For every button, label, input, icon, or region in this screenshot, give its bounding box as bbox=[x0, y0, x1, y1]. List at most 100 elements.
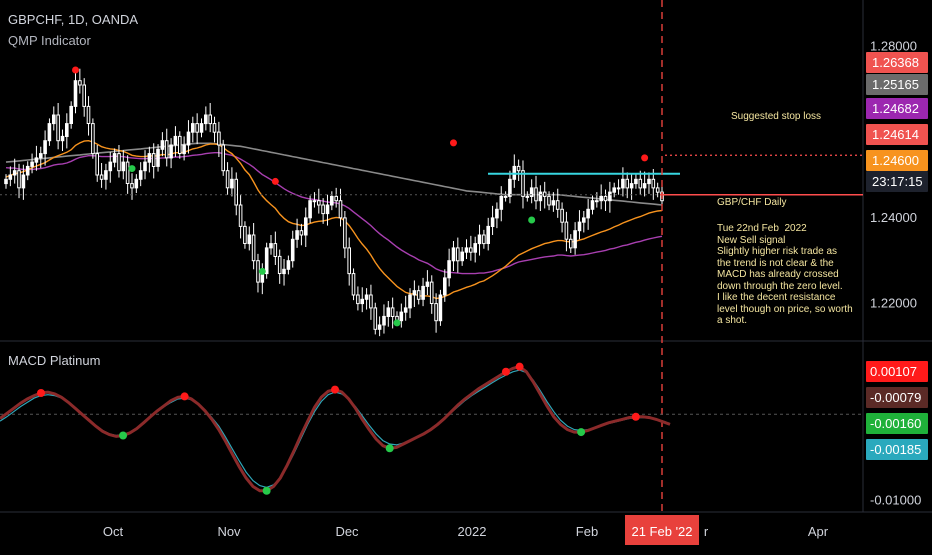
macd-badge bbox=[866, 387, 928, 408]
candle-body bbox=[416, 290, 421, 300]
candle-body bbox=[569, 238, 573, 249]
current-date-label: 21 Feb '22 bbox=[631, 524, 692, 539]
candle-body bbox=[325, 204, 330, 215]
price-badge-label: 1.24614 bbox=[872, 127, 919, 142]
candle-body bbox=[208, 114, 212, 125]
stop-loss-label: Suggested stop loss bbox=[731, 111, 822, 122]
candle-body bbox=[560, 208, 564, 223]
candle-body bbox=[490, 217, 495, 227]
candle-body bbox=[95, 153, 100, 176]
candle-body bbox=[477, 234, 482, 245]
macd-title: MACD Platinum bbox=[8, 353, 101, 368]
macd-sell-dot bbox=[331, 385, 339, 394]
candle-body bbox=[78, 80, 82, 86]
candle-body bbox=[599, 195, 604, 202]
candle-body bbox=[82, 84, 87, 107]
candle-body bbox=[421, 285, 425, 300]
candle-body bbox=[386, 307, 391, 317]
price-tick-label: 1.24000 bbox=[870, 210, 917, 225]
candle-body bbox=[586, 208, 590, 219]
candle-body bbox=[47, 123, 52, 142]
candle-body bbox=[73, 80, 78, 107]
candle-body bbox=[638, 178, 643, 189]
candle-body bbox=[234, 178, 238, 206]
candle-body bbox=[264, 247, 269, 275]
candle-body bbox=[138, 170, 143, 180]
macd-badge-label: -0.00160 bbox=[870, 416, 921, 431]
macd-buy-dot bbox=[385, 444, 394, 453]
macd-sell-dot bbox=[37, 389, 46, 397]
candle-body bbox=[247, 234, 252, 245]
candle-body bbox=[469, 247, 473, 253]
macd-sell-dot bbox=[631, 412, 640, 421]
candle-body bbox=[199, 123, 204, 133]
candle-body bbox=[364, 294, 369, 300]
candle-body bbox=[390, 307, 395, 317]
candle-body bbox=[595, 200, 599, 203]
macd-badge-label: -0.00079 bbox=[870, 390, 921, 405]
candle-body bbox=[612, 187, 617, 193]
candle-body bbox=[525, 195, 530, 198]
buy-signal-dot bbox=[128, 165, 136, 173]
candle-body bbox=[438, 294, 443, 322]
time-tick-label: Apr bbox=[808, 524, 829, 539]
candle-body bbox=[160, 140, 165, 150]
candle-body bbox=[529, 187, 534, 197]
candle-body bbox=[434, 303, 438, 322]
countdown-label: 23:17:15 bbox=[872, 174, 923, 189]
candle-body bbox=[182, 144, 186, 155]
price-badge-label: 1.26368 bbox=[872, 55, 919, 70]
candle-body bbox=[147, 153, 152, 163]
macd-sell-dot bbox=[180, 392, 189, 401]
candle-body bbox=[108, 161, 113, 172]
candle-body bbox=[277, 255, 282, 274]
macd-badge-label: 0.00107 bbox=[870, 364, 917, 379]
candle-body bbox=[447, 260, 451, 279]
candle-body bbox=[573, 230, 577, 249]
candle-body bbox=[603, 195, 608, 202]
macd-sell-dot bbox=[501, 367, 510, 376]
candle-body bbox=[555, 200, 560, 210]
candle-body bbox=[156, 148, 160, 167]
sell-signal-dot bbox=[271, 177, 279, 185]
candle-body bbox=[625, 178, 630, 189]
candle-body bbox=[451, 247, 456, 262]
candle-body bbox=[91, 123, 95, 155]
candle-body bbox=[225, 170, 230, 189]
candle-body bbox=[651, 178, 656, 189]
candle-body bbox=[564, 221, 569, 240]
macd-badge-label: -0.00185 bbox=[870, 442, 921, 457]
candle-body bbox=[321, 204, 325, 215]
macd-buy-dot bbox=[577, 428, 586, 437]
candle-body bbox=[151, 153, 156, 168]
candle-body bbox=[143, 161, 147, 172]
candle-body bbox=[25, 165, 30, 176]
candle-body bbox=[347, 247, 351, 275]
candle-body bbox=[516, 165, 521, 172]
candle-body bbox=[508, 178, 512, 197]
candle-body bbox=[412, 290, 417, 296]
price-badge bbox=[866, 124, 928, 145]
candle-body bbox=[86, 105, 91, 125]
candle-body bbox=[39, 153, 43, 159]
candle-body bbox=[655, 187, 660, 193]
macd-sell-dot bbox=[515, 362, 524, 371]
candle-body bbox=[21, 174, 26, 189]
candle-body bbox=[273, 243, 278, 258]
candle-body bbox=[429, 281, 434, 305]
candle-body bbox=[482, 234, 486, 245]
candle-body bbox=[269, 243, 273, 249]
price-badge bbox=[866, 150, 928, 171]
candle-body bbox=[473, 243, 477, 253]
time-tick-label: 2022 bbox=[458, 524, 487, 539]
candle-body bbox=[642, 183, 647, 189]
candle-body bbox=[195, 123, 199, 133]
candle-body bbox=[503, 195, 508, 198]
note-title: GBP/CHF Daily bbox=[717, 197, 787, 208]
price-tick-label: 1.22000 bbox=[870, 296, 917, 311]
candle-body bbox=[34, 157, 39, 163]
countdown-badge bbox=[866, 171, 928, 192]
time-tick-label: Dec bbox=[335, 524, 359, 539]
